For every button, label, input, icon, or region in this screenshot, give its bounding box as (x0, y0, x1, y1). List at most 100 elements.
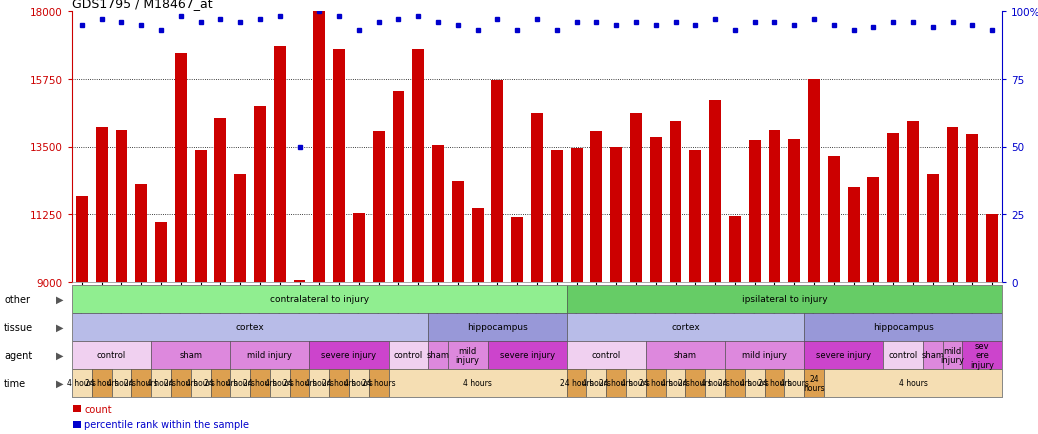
Text: 24
hours: 24 hours (803, 374, 825, 392)
Text: 4 hours: 4 hours (780, 378, 809, 388)
Text: sham: sham (180, 351, 202, 360)
Bar (392, 92, 405, 283)
Text: cortex: cortex (671, 323, 700, 332)
Text: 24 hours: 24 hours (599, 378, 633, 388)
Text: 4 hours: 4 hours (661, 378, 690, 388)
Text: contralateral to injury: contralateral to injury (270, 295, 368, 304)
Bar (748, 141, 761, 283)
Text: ▶: ▶ (56, 378, 63, 388)
Bar (809, 79, 820, 283)
Bar (115, 131, 128, 283)
Bar (531, 114, 543, 283)
Bar (670, 122, 681, 283)
Bar (155, 222, 167, 283)
Bar (432, 146, 444, 283)
Bar (254, 107, 266, 283)
Text: mild injury: mild injury (247, 351, 293, 360)
Bar (551, 150, 563, 283)
Text: 24 hours: 24 hours (639, 378, 673, 388)
Bar (868, 177, 879, 283)
Bar (828, 156, 840, 283)
Bar (353, 213, 364, 283)
Text: control: control (889, 351, 918, 360)
Bar (95, 128, 108, 283)
Text: 4 hours: 4 hours (305, 378, 334, 388)
Text: 4 hours: 4 hours (622, 378, 651, 388)
Text: 4 hours: 4 hours (186, 378, 215, 388)
Bar (373, 132, 385, 283)
Bar (610, 147, 622, 283)
Text: 4 hours: 4 hours (463, 378, 492, 388)
Bar (274, 46, 285, 283)
Text: 4 hours: 4 hours (345, 378, 374, 388)
Bar (512, 218, 523, 283)
Text: control: control (592, 351, 621, 360)
Bar (294, 281, 305, 283)
Text: severe injury: severe injury (499, 351, 554, 360)
Text: hippocampus: hippocampus (873, 323, 933, 332)
Bar (947, 128, 958, 283)
Text: 24 hours: 24 hours (559, 378, 594, 388)
Text: 4 hours: 4 hours (146, 378, 175, 388)
Bar (452, 182, 464, 283)
Bar (412, 49, 425, 283)
Text: 24 hours: 24 hours (282, 378, 317, 388)
Text: 24 hours: 24 hours (758, 378, 791, 388)
Bar (471, 209, 484, 283)
Bar (630, 114, 641, 283)
Text: 24 hours: 24 hours (164, 378, 197, 388)
Text: mild injury: mild injury (742, 351, 787, 360)
Text: 24 hours: 24 hours (203, 378, 238, 388)
Text: 24 hours: 24 hours (85, 378, 118, 388)
Bar (313, 12, 325, 283)
Text: control: control (393, 351, 424, 360)
Text: 4 hours: 4 hours (701, 378, 730, 388)
Text: mild
injury: mild injury (456, 346, 480, 365)
Text: hippocampus: hippocampus (467, 323, 527, 332)
Text: 24 hours: 24 hours (679, 378, 712, 388)
Text: sev
ere
injury: sev ere injury (971, 341, 994, 369)
Text: ipsilateral to injury: ipsilateral to injury (741, 295, 827, 304)
Text: 4 hours: 4 hours (582, 378, 610, 388)
Text: other: other (4, 294, 30, 304)
Text: 24 hours: 24 hours (243, 378, 277, 388)
Bar (571, 149, 582, 283)
Bar (215, 118, 226, 283)
Text: agent: agent (4, 350, 32, 360)
Bar (76, 197, 88, 283)
Bar (768, 131, 781, 283)
Text: 4 hours: 4 hours (67, 378, 97, 388)
Bar (333, 49, 345, 283)
Bar (927, 174, 938, 283)
Bar (491, 81, 503, 283)
Bar (709, 101, 721, 283)
Bar (591, 132, 602, 283)
Bar (235, 174, 246, 283)
Text: 4 hours: 4 hours (740, 378, 769, 388)
Text: 24 hours: 24 hours (125, 378, 158, 388)
Text: control: control (97, 351, 127, 360)
Bar (135, 185, 147, 283)
Text: count: count (84, 404, 112, 414)
Bar (174, 54, 187, 283)
Text: tissue: tissue (4, 322, 33, 332)
Text: sham: sham (922, 351, 945, 360)
Bar (195, 150, 207, 283)
Text: 4 hours: 4 hours (107, 378, 136, 388)
Text: cortex: cortex (236, 323, 265, 332)
Text: 4 hours: 4 hours (266, 378, 294, 388)
Text: 24 hours: 24 hours (718, 378, 752, 388)
Text: 24 hours: 24 hours (323, 378, 356, 388)
Bar (650, 138, 661, 283)
Text: GDS1795 / M18467_at: GDS1795 / M18467_at (72, 0, 213, 10)
Text: time: time (4, 378, 26, 388)
Bar (729, 216, 741, 283)
Bar (689, 150, 702, 283)
Text: ▶: ▶ (56, 322, 63, 332)
Bar (966, 135, 978, 283)
Text: severe injury: severe injury (816, 351, 871, 360)
Text: sham: sham (674, 351, 696, 360)
Text: severe injury: severe injury (322, 351, 377, 360)
Bar (848, 188, 859, 283)
Bar (788, 140, 800, 283)
